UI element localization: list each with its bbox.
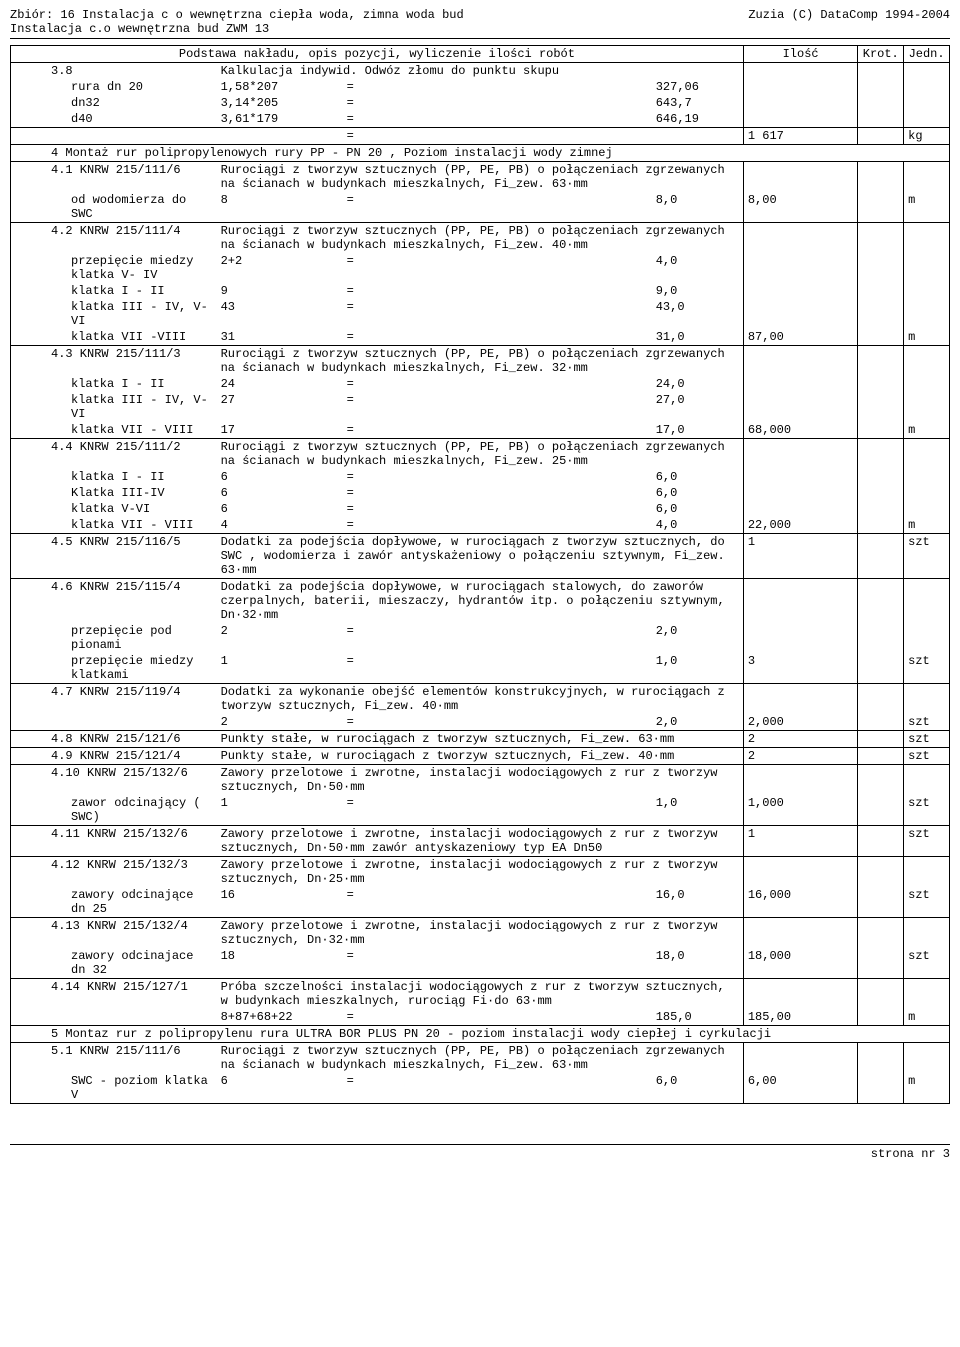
table-row: dn323,14*205=643,7	[11, 95, 950, 111]
item-header: 5.1 KNRW 215/111/6Rurociągi z tworzyw sz…	[11, 1043, 950, 1074]
table-row: klatka III - IV, V-VI27=27,0	[11, 392, 950, 422]
main-table: Podstawa nakładu, opis pozycji, wyliczen…	[10, 45, 950, 1104]
table-row: klatka III - IV, V-VI43=43,0	[11, 299, 950, 329]
table-row: przepięcie miedzy klatkami1=1,03szt	[11, 653, 950, 684]
item-header: 4.6 KNRW 215/115/4Dodatki za podejścia d…	[11, 579, 950, 624]
item-header: 4.7 KNRW 215/119/4Dodatki za wykonanie o…	[11, 684, 950, 715]
item-header: 4.10 KNRW 215/132/6Zawory przelotowe i z…	[11, 765, 950, 796]
header-left2: Instalacja c.o wewnętrzna bud ZWM 13	[10, 22, 950, 36]
col-ilosc: Ilość	[743, 46, 858, 63]
item-header: 4.9 KNRW 215/121/4Punkty stałe, w ruroci…	[11, 748, 950, 765]
header-rule	[10, 38, 950, 39]
table-row: zawory odcinajace dn 3218=18,018,000szt	[11, 948, 950, 979]
table-row: 2=2,02,000szt	[11, 714, 950, 731]
item-header: 4.3 KNRW 215/111/3Rurociągi z tworzyw sz…	[11, 346, 950, 377]
col-jedn: Jedn.	[904, 46, 950, 63]
header-right1: Zuzia (C) DataComp 1994-2004	[748, 8, 950, 22]
table-row: klatka I - II6=6,0	[11, 469, 950, 485]
section-title: 4 Montaż rur polipropylenowych rury PP -…	[11, 145, 950, 162]
table-row: przepięcie pod pionami2=2,0	[11, 623, 950, 653]
item-header: 4.12 KNRW 215/132/3Zawory przelotowe i z…	[11, 857, 950, 888]
table-row: zawor odcinający ( SWC)1=1,01,000szt	[11, 795, 950, 826]
table-row: =1 617kg	[11, 128, 950, 145]
table-row: d403,61*179=646,19	[11, 111, 950, 128]
table-row: klatka VII -VIII31=31,087,00m	[11, 329, 950, 346]
table-row: klatka V-VI6=6,0	[11, 501, 950, 517]
table-row: SWC - poziom klatka V6=6,06,00m	[11, 1073, 950, 1104]
page-footer: strona nr 3	[10, 1144, 950, 1161]
header-left1: Zbiór: 16 Instalacja c o wewnętrzna ciep…	[10, 8, 464, 22]
table-row: przepięcie miedzy klatka V- IV2+2=4,0	[11, 253, 950, 283]
item-header: 4.8 KNRW 215/121/6Punkty stałe, w ruroci…	[11, 731, 950, 748]
table-row: klatka VII - VIII17=17,068,000m	[11, 422, 950, 439]
table-row: rura dn 201,58*207=327,06	[11, 79, 950, 95]
item-header: 4.4 KNRW 215/111/2Rurociągi z tworzyw sz…	[11, 439, 950, 470]
table-row: 8+87+68+22=185,0185,00m	[11, 1009, 950, 1026]
item-header: 3.8Kalkulacja indywid. Odwóz złomu do pu…	[11, 63, 950, 80]
table-row: od wodomierza do SWC8=8,08,00m	[11, 192, 950, 223]
item-header: 4.2 KNRW 215/111/4Rurociągi z tworzyw sz…	[11, 223, 950, 254]
table-header-row: Podstawa nakładu, opis pozycji, wyliczen…	[11, 46, 950, 63]
section-title: 5 Montaz rur z polipropylenu rura ULTRA …	[11, 1026, 950, 1043]
table-row: klatka VII - VIII4=4,022,000m	[11, 517, 950, 534]
col-krot: Krot.	[858, 46, 904, 63]
item-header: 4.1 KNRW 215/111/6Rurociągi z tworzyw sz…	[11, 162, 950, 193]
table-row: Klatka III-IV6=6,0	[11, 485, 950, 501]
table-row: klatka I - II24=24,0	[11, 376, 950, 392]
table-row: zawory odcinające dn 2516=16,016,000szt	[11, 887, 950, 918]
item-header: 4.5 KNRW 215/116/5Dodatki za podejścia d…	[11, 534, 950, 579]
item-header: 4.13 KNRW 215/132/4Zawory przelotowe i z…	[11, 918, 950, 949]
item-header: 4.11 KNRW 215/132/6Zawory przelotowe i z…	[11, 826, 950, 857]
table-row: klatka I - II9=9,0	[11, 283, 950, 299]
item-header: 4.14 KNRW 215/127/1Próba szczelności ins…	[11, 979, 950, 1010]
col-desc: Podstawa nakładu, opis pozycji, wyliczen…	[11, 46, 744, 63]
